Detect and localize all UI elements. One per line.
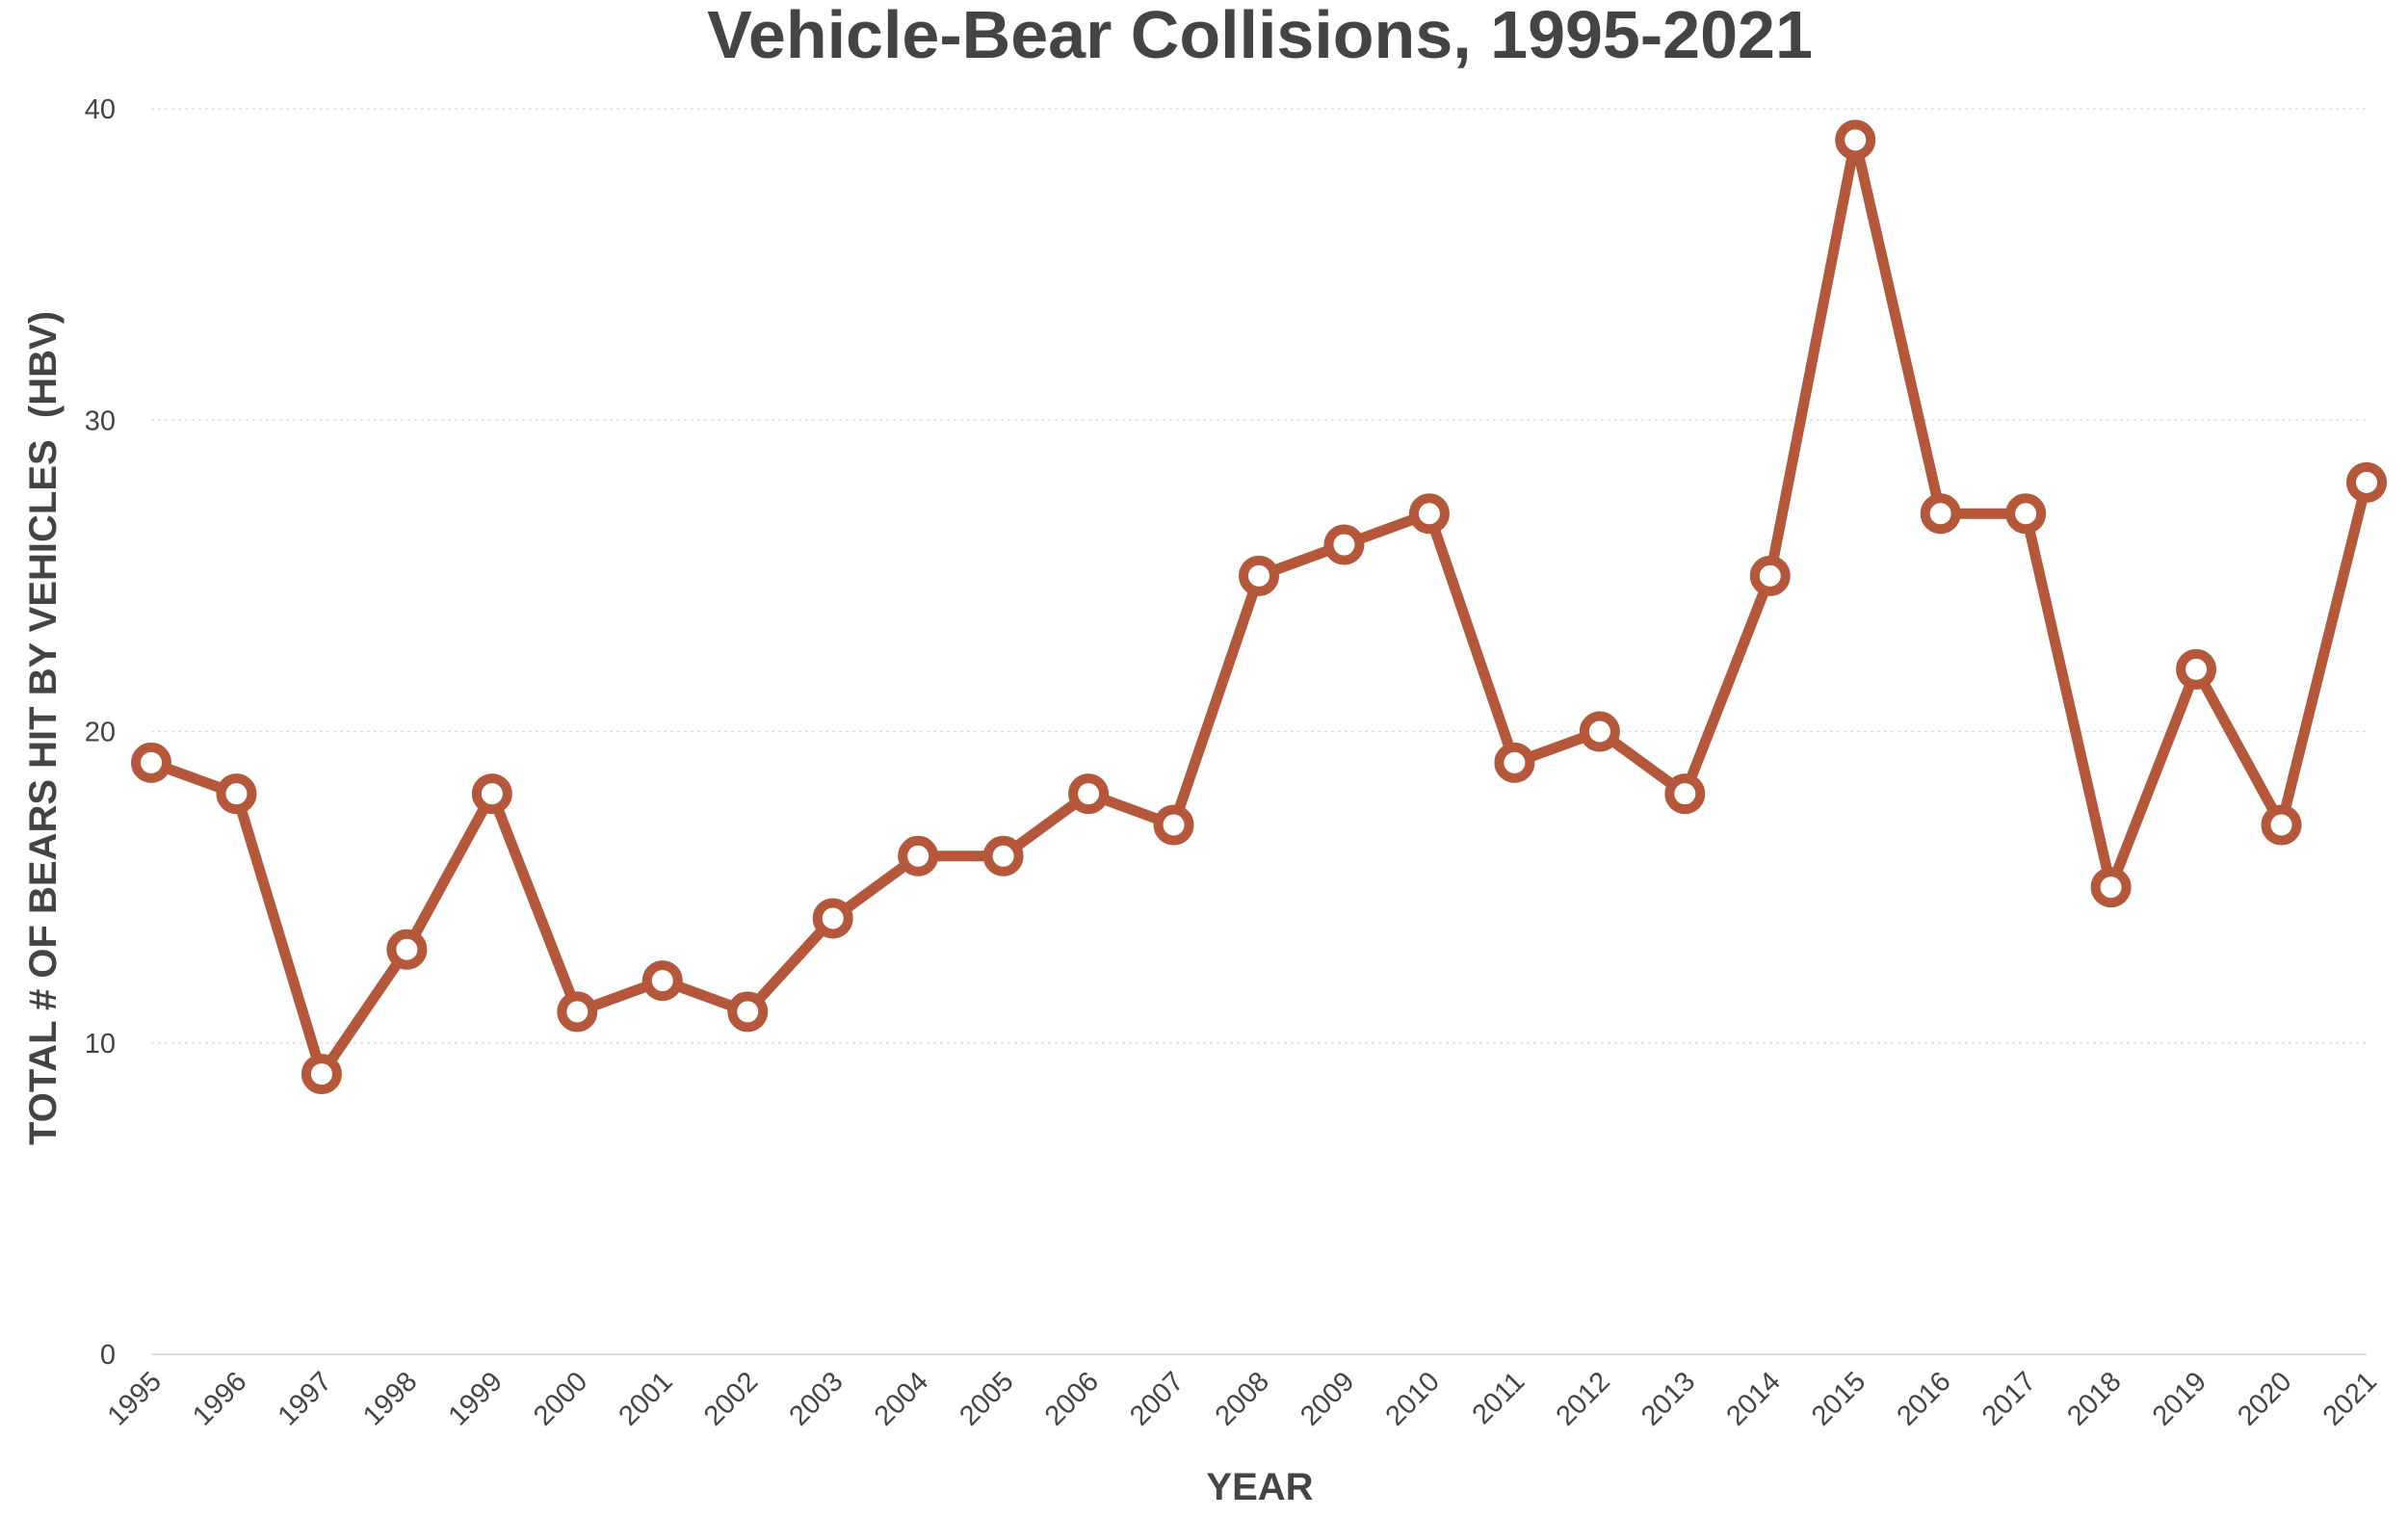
data-point (557, 991, 598, 1033)
data-point (812, 898, 853, 939)
data-point (1579, 711, 1620, 752)
data-point (982, 835, 1024, 877)
data-point (2090, 867, 2132, 908)
x-tick-label: 1996 (187, 1366, 252, 1431)
x-tick-label: 1997 (273, 1366, 338, 1431)
data-point (2261, 804, 2302, 846)
x-tick-label: 2004 (869, 1366, 934, 1431)
data-point (2005, 493, 2047, 535)
data-point (131, 742, 171, 783)
data-point (1408, 493, 1450, 535)
data-point (1068, 773, 1110, 815)
x-tick-label: 2014 (1720, 1366, 1786, 1431)
y-tick-labels: 0 10 20 30 40 (85, 94, 116, 1371)
chart-title: Vehicle-Bear Collisions, 1995-2021 (707, 0, 1813, 72)
x-tick-label: 1998 (357, 1366, 423, 1431)
data-point (216, 773, 257, 815)
x-tick-label: 2021 (2317, 1366, 2383, 1431)
x-tick-label: 2005 (954, 1366, 1019, 1431)
x-tick-label: 1995 (102, 1366, 168, 1431)
x-tick-label: 2003 (783, 1366, 849, 1431)
series-layer (145, 134, 2372, 1080)
x-tick-label: 2016 (1891, 1366, 1956, 1431)
data-point (1664, 773, 1706, 815)
x-tick-label: 2006 (1039, 1366, 1105, 1431)
data-point (641, 960, 683, 1002)
y-tick-label: 10 (85, 1029, 116, 1060)
x-axis-title: YEAR (1206, 1466, 1313, 1508)
y-tick-label: 20 (85, 718, 116, 748)
x-tick-label: 2012 (1551, 1366, 1616, 1431)
data-point (1749, 555, 1791, 596)
x-tick-label: 2002 (698, 1366, 764, 1431)
data-point (1494, 742, 1535, 783)
y-tick-label: 30 (85, 406, 116, 436)
series-line (145, 134, 2372, 1080)
x-tick-label: 2020 (2232, 1366, 2297, 1431)
data-point (1920, 493, 1961, 535)
x-tick-label: 2017 (1976, 1366, 2042, 1431)
x-tick-label: 2000 (528, 1366, 593, 1431)
data-point (727, 991, 769, 1033)
data-point (898, 835, 939, 877)
data-point (471, 773, 512, 815)
x-tick-label: 2007 (1124, 1366, 1190, 1431)
data-point (2346, 461, 2387, 503)
data-point (1835, 119, 1876, 161)
y-tick-label: 0 (100, 1340, 116, 1371)
data-point (1323, 524, 1365, 565)
data-points (131, 119, 2387, 1095)
x-tick-label: 2010 (1380, 1366, 1446, 1431)
x-tick-label: 2018 (2061, 1366, 2127, 1431)
y-tick-label: 40 (85, 94, 116, 125)
data-point (1153, 804, 1194, 846)
data-point (386, 929, 428, 970)
x-tick-labels: 1995 1996 1997 1998 1999 2000 2001 2002 2003 2004… (102, 1366, 2383, 1431)
data-point (1239, 555, 1279, 596)
x-tick-label: 2001 (613, 1366, 678, 1431)
x-tick-label: 2011 (1467, 1366, 1531, 1430)
grid-lines (151, 108, 2367, 1044)
x-tick-label: 2019 (2147, 1366, 2212, 1431)
data-point (301, 1054, 342, 1095)
x-tick-label: 2008 (1210, 1366, 1275, 1431)
data-point (2176, 648, 2217, 690)
y-axis-title: TOTAL # OF BEARS HIT BY VEHICLES (HBV) (22, 311, 65, 1145)
x-tick-label: 2009 (1295, 1366, 1360, 1431)
x-tick-label: 2015 (1806, 1366, 1871, 1431)
x-tick-label: 2013 (1636, 1366, 1701, 1431)
x-tick-label: 1999 (443, 1366, 509, 1431)
